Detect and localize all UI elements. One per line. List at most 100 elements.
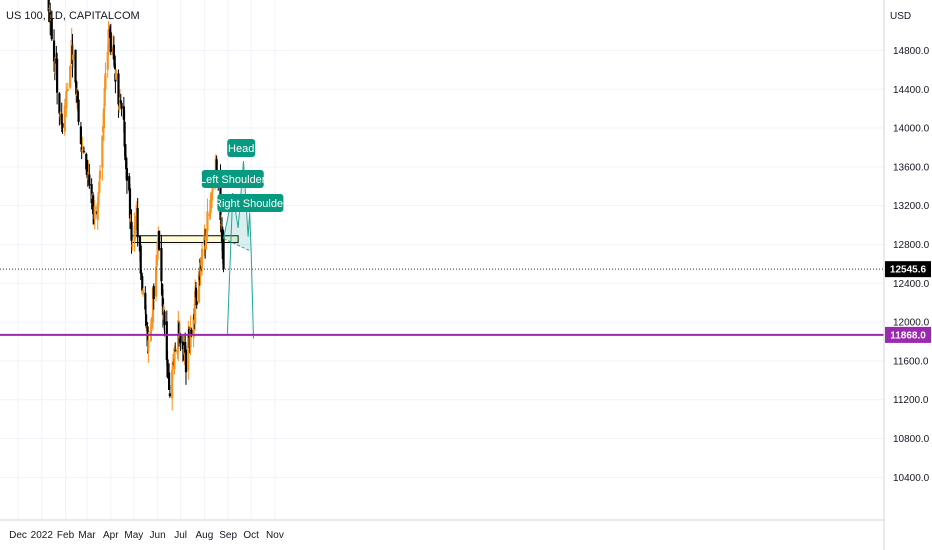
candle-body — [138, 236, 142, 252]
candle-body — [135, 215, 138, 223]
candle — [69, 61, 73, 78]
y-tick-label: 10800.0 — [893, 434, 930, 445]
candle-body — [220, 229, 224, 242]
y-tick-label: 12000.0 — [893, 318, 930, 329]
candle-body — [161, 283, 164, 296]
candle — [154, 254, 158, 302]
y-tick-label: 14000.0 — [893, 124, 930, 135]
candle-body — [210, 191, 214, 201]
candle-body — [192, 317, 195, 338]
candle-body — [171, 369, 174, 399]
candle-body — [65, 90, 69, 92]
candle-body — [141, 290, 145, 295]
candle — [79, 121, 82, 145]
x-tick-label: Jun — [150, 530, 166, 541]
candle-body — [140, 274, 143, 276]
candle — [144, 286, 147, 315]
candle — [82, 145, 85, 154]
candle-body — [136, 208, 139, 238]
candle-body — [161, 298, 165, 316]
candle — [85, 152, 88, 176]
candle-body — [72, 54, 75, 60]
annotation-head: Head — [227, 139, 256, 157]
candle-body — [133, 225, 136, 242]
candle-body — [168, 393, 171, 397]
candle-body — [150, 318, 153, 329]
candle — [128, 184, 132, 229]
candle-body — [187, 328, 191, 338]
candle-body — [173, 347, 176, 370]
price-axis[interactable]: 14800.0 14400.0 14000.0 13600.0 13200.0 12800… — [893, 46, 930, 484]
candle-body — [63, 105, 66, 132]
candle-body — [125, 162, 128, 170]
last-price-tag-label: 12545.6 — [890, 265, 927, 276]
candle-body — [125, 168, 129, 181]
candle-body — [220, 224, 223, 226]
annotation-label: Right Shoulder — [214, 198, 287, 210]
candle-body — [144, 314, 148, 327]
candle-body — [166, 359, 169, 378]
candle-body — [195, 301, 198, 305]
candle-body — [124, 144, 127, 161]
candle-body — [50, 18, 53, 40]
candle-body — [199, 262, 202, 277]
y-tick-label: 14800.0 — [893, 46, 930, 57]
candle — [124, 143, 127, 162]
candle — [82, 146, 86, 154]
candle-body — [96, 202, 99, 221]
candle-body — [210, 200, 213, 203]
price-tags: 12545.6 11868.0 — [885, 261, 931, 343]
x-tick-label: Mar — [78, 530, 96, 541]
x-tick-label: Oct — [243, 530, 259, 541]
candle-body — [139, 245, 142, 274]
time-axis[interactable]: Dec 2022 Feb Mar Apr May Jun Jul Aug Sep Oct Nov — [9, 530, 284, 541]
candle-body — [206, 211, 209, 232]
candle — [206, 198, 209, 242]
pattern-layer: Head Left Shoulder Right Shoulder — [200, 139, 287, 339]
candle — [209, 192, 212, 219]
candle — [158, 230, 161, 251]
y-tick-label: 14400.0 — [893, 85, 930, 96]
candle-body — [158, 230, 161, 250]
candle — [139, 244, 142, 281]
candle-body — [85, 153, 88, 170]
candle-body — [163, 311, 166, 325]
candle-body — [48, 8, 51, 10]
candle-body — [181, 341, 185, 350]
candle — [171, 363, 174, 411]
candle-body — [130, 221, 133, 241]
candle-body — [160, 248, 163, 282]
candle-body — [117, 73, 120, 105]
candle — [65, 83, 68, 118]
candle — [56, 52, 59, 105]
candle — [210, 188, 214, 209]
pattern-neckline — [223, 238, 252, 252]
candle-body — [113, 55, 116, 68]
candle-body — [209, 200, 212, 213]
candle-body — [74, 49, 77, 83]
support-price-tag: 11868.0 — [885, 326, 931, 343]
candle — [50, 10, 53, 41]
y-tick-label: 12800.0 — [893, 240, 930, 251]
x-tick-label: Dec — [9, 530, 27, 541]
candle — [174, 342, 177, 352]
candle — [61, 122, 64, 134]
candle-body — [80, 146, 83, 152]
candle — [118, 105, 121, 114]
x-tick-label: Aug — [195, 530, 213, 541]
candle-body — [189, 327, 192, 348]
candle-body — [82, 151, 86, 153]
candle-body — [115, 69, 118, 80]
candle — [167, 363, 171, 391]
candle — [204, 234, 208, 250]
candle-body — [49, 12, 52, 23]
last-price-tag-box — [885, 261, 931, 278]
candle-body — [151, 287, 155, 323]
y-tick-label: 11600.0 — [893, 356, 929, 367]
candle — [101, 134, 104, 181]
candle-body — [61, 123, 64, 128]
candle — [115, 69, 118, 80]
candle-body — [154, 266, 158, 297]
